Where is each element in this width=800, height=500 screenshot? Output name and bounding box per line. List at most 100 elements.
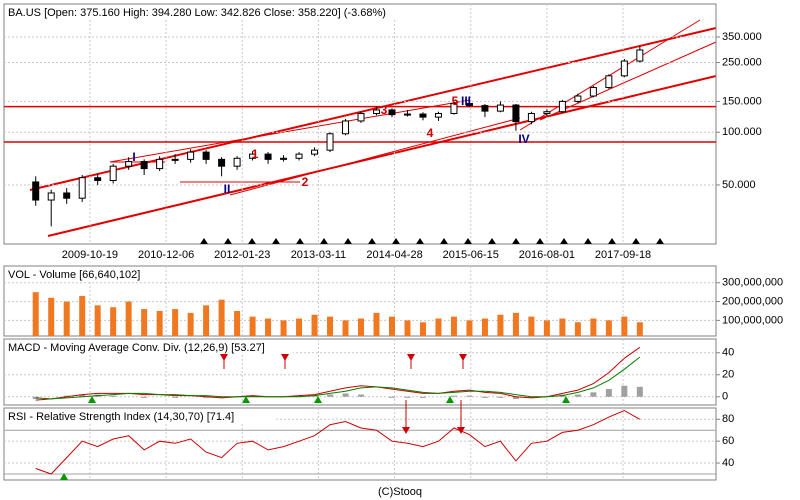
sell-marker bbox=[402, 427, 410, 434]
x-tick-label: 2010-12-06 bbox=[138, 249, 194, 261]
volume-bar bbox=[543, 320, 550, 336]
signal-marker bbox=[608, 238, 616, 244]
candle-body bbox=[342, 120, 350, 135]
buy-marker bbox=[60, 473, 68, 480]
buy-marker bbox=[446, 396, 454, 403]
y-tick-label: 100.000 bbox=[722, 126, 762, 138]
histogram-bar bbox=[296, 395, 303, 397]
footer: (C)Stooq bbox=[378, 486, 422, 498]
candle-body bbox=[202, 151, 210, 160]
candle-body bbox=[295, 153, 303, 159]
histogram-bar bbox=[342, 393, 349, 397]
volume-bar bbox=[249, 316, 256, 336]
volume-bar bbox=[481, 318, 488, 336]
signal-marker bbox=[632, 238, 640, 244]
histogram-bar bbox=[590, 392, 597, 397]
volume-bar bbox=[512, 312, 519, 336]
candle-body bbox=[109, 165, 117, 182]
indicator-line bbox=[35, 346, 641, 401]
channel-lines bbox=[29, 19, 717, 237]
signal-marker bbox=[416, 238, 424, 244]
title-bg bbox=[5, 340, 293, 354]
y-tick-label: 40 bbox=[722, 457, 734, 469]
candle-body bbox=[78, 177, 86, 199]
x-tick-label: 2014-04-28 bbox=[366, 249, 422, 261]
y-tick-label: 0 bbox=[722, 391, 728, 403]
wave-label: 4 bbox=[427, 126, 434, 140]
candle-body bbox=[558, 100, 566, 113]
volume-bar bbox=[373, 312, 380, 336]
histogram-bar bbox=[63, 395, 70, 397]
volume-bar bbox=[559, 318, 566, 336]
signal-marker bbox=[320, 238, 328, 244]
candle-body bbox=[187, 151, 195, 160]
y-tick-label: 50.000 bbox=[722, 179, 756, 191]
signal-marker bbox=[560, 238, 568, 244]
candle-body bbox=[403, 113, 411, 116]
candle-body bbox=[94, 177, 102, 182]
x-tick-label: 2013-03-11 bbox=[291, 249, 346, 261]
volume-bar bbox=[404, 320, 411, 336]
indicator-line bbox=[35, 356, 641, 400]
buy-marker bbox=[314, 396, 322, 403]
y-tick-label: 350.000 bbox=[722, 31, 762, 43]
candle-body bbox=[512, 104, 520, 123]
wave-label: IV bbox=[518, 132, 529, 146]
candle-body bbox=[357, 112, 365, 122]
volume-bar bbox=[450, 316, 457, 336]
volume-bar bbox=[327, 316, 334, 336]
sell-marker bbox=[457, 427, 465, 434]
panel-frame bbox=[3, 407, 717, 481]
candle-body bbox=[63, 192, 71, 199]
volume-bar bbox=[94, 305, 101, 336]
candle-body bbox=[481, 105, 489, 112]
signal-marker bbox=[344, 238, 352, 244]
y-tick-label: 300,000,000 bbox=[722, 277, 783, 289]
candle-body bbox=[233, 157, 241, 167]
candle-body bbox=[125, 161, 133, 167]
histogram-bar bbox=[249, 395, 256, 397]
candle-body bbox=[326, 133, 334, 151]
panel-title: VOL - Volume [66,640,102] bbox=[8, 269, 140, 281]
buy-marker bbox=[88, 396, 96, 403]
candle-body bbox=[527, 112, 535, 123]
histogram-bar bbox=[621, 385, 628, 397]
volume-bar bbox=[187, 312, 194, 336]
x-tick-label: 2012-01-23 bbox=[214, 249, 270, 261]
volume-bar bbox=[125, 301, 132, 336]
candle-body bbox=[249, 153, 257, 159]
volume-bar bbox=[590, 318, 597, 336]
panel-frame bbox=[3, 3, 717, 245]
volume-bar bbox=[435, 318, 442, 336]
volume-bar bbox=[234, 310, 241, 336]
signal-marker bbox=[224, 238, 232, 244]
wave-label: III bbox=[461, 94, 471, 108]
indicator-line bbox=[35, 409, 641, 475]
panel-frame bbox=[3, 338, 717, 406]
candle-body bbox=[574, 95, 582, 102]
volume-bar bbox=[172, 309, 179, 336]
volume-bar bbox=[388, 316, 395, 336]
title-bg bbox=[5, 267, 153, 281]
histogram-bar bbox=[79, 394, 86, 397]
volume-bar bbox=[63, 301, 70, 336]
candle-body bbox=[465, 102, 473, 107]
histogram-bar bbox=[605, 389, 612, 397]
histogram-bar bbox=[358, 394, 365, 397]
volume-bar bbox=[419, 322, 426, 336]
signal-marker bbox=[368, 238, 376, 244]
y-tick-label: 80 bbox=[722, 413, 734, 425]
candle-body bbox=[589, 87, 597, 97]
signal-marker bbox=[392, 238, 400, 244]
candle-body bbox=[280, 157, 288, 160]
signal-marker bbox=[248, 238, 256, 244]
volume-bar bbox=[218, 299, 225, 336]
panel-title: BA.US [Open: 375.160 High: 394.280 Low: … bbox=[8, 7, 386, 19]
y-tick-label: 40 bbox=[722, 347, 734, 359]
candle-body bbox=[450, 102, 458, 114]
volume-bar bbox=[358, 318, 365, 336]
volume-bar bbox=[605, 320, 612, 336]
signal-marker bbox=[440, 238, 448, 244]
candle-body bbox=[140, 161, 148, 170]
